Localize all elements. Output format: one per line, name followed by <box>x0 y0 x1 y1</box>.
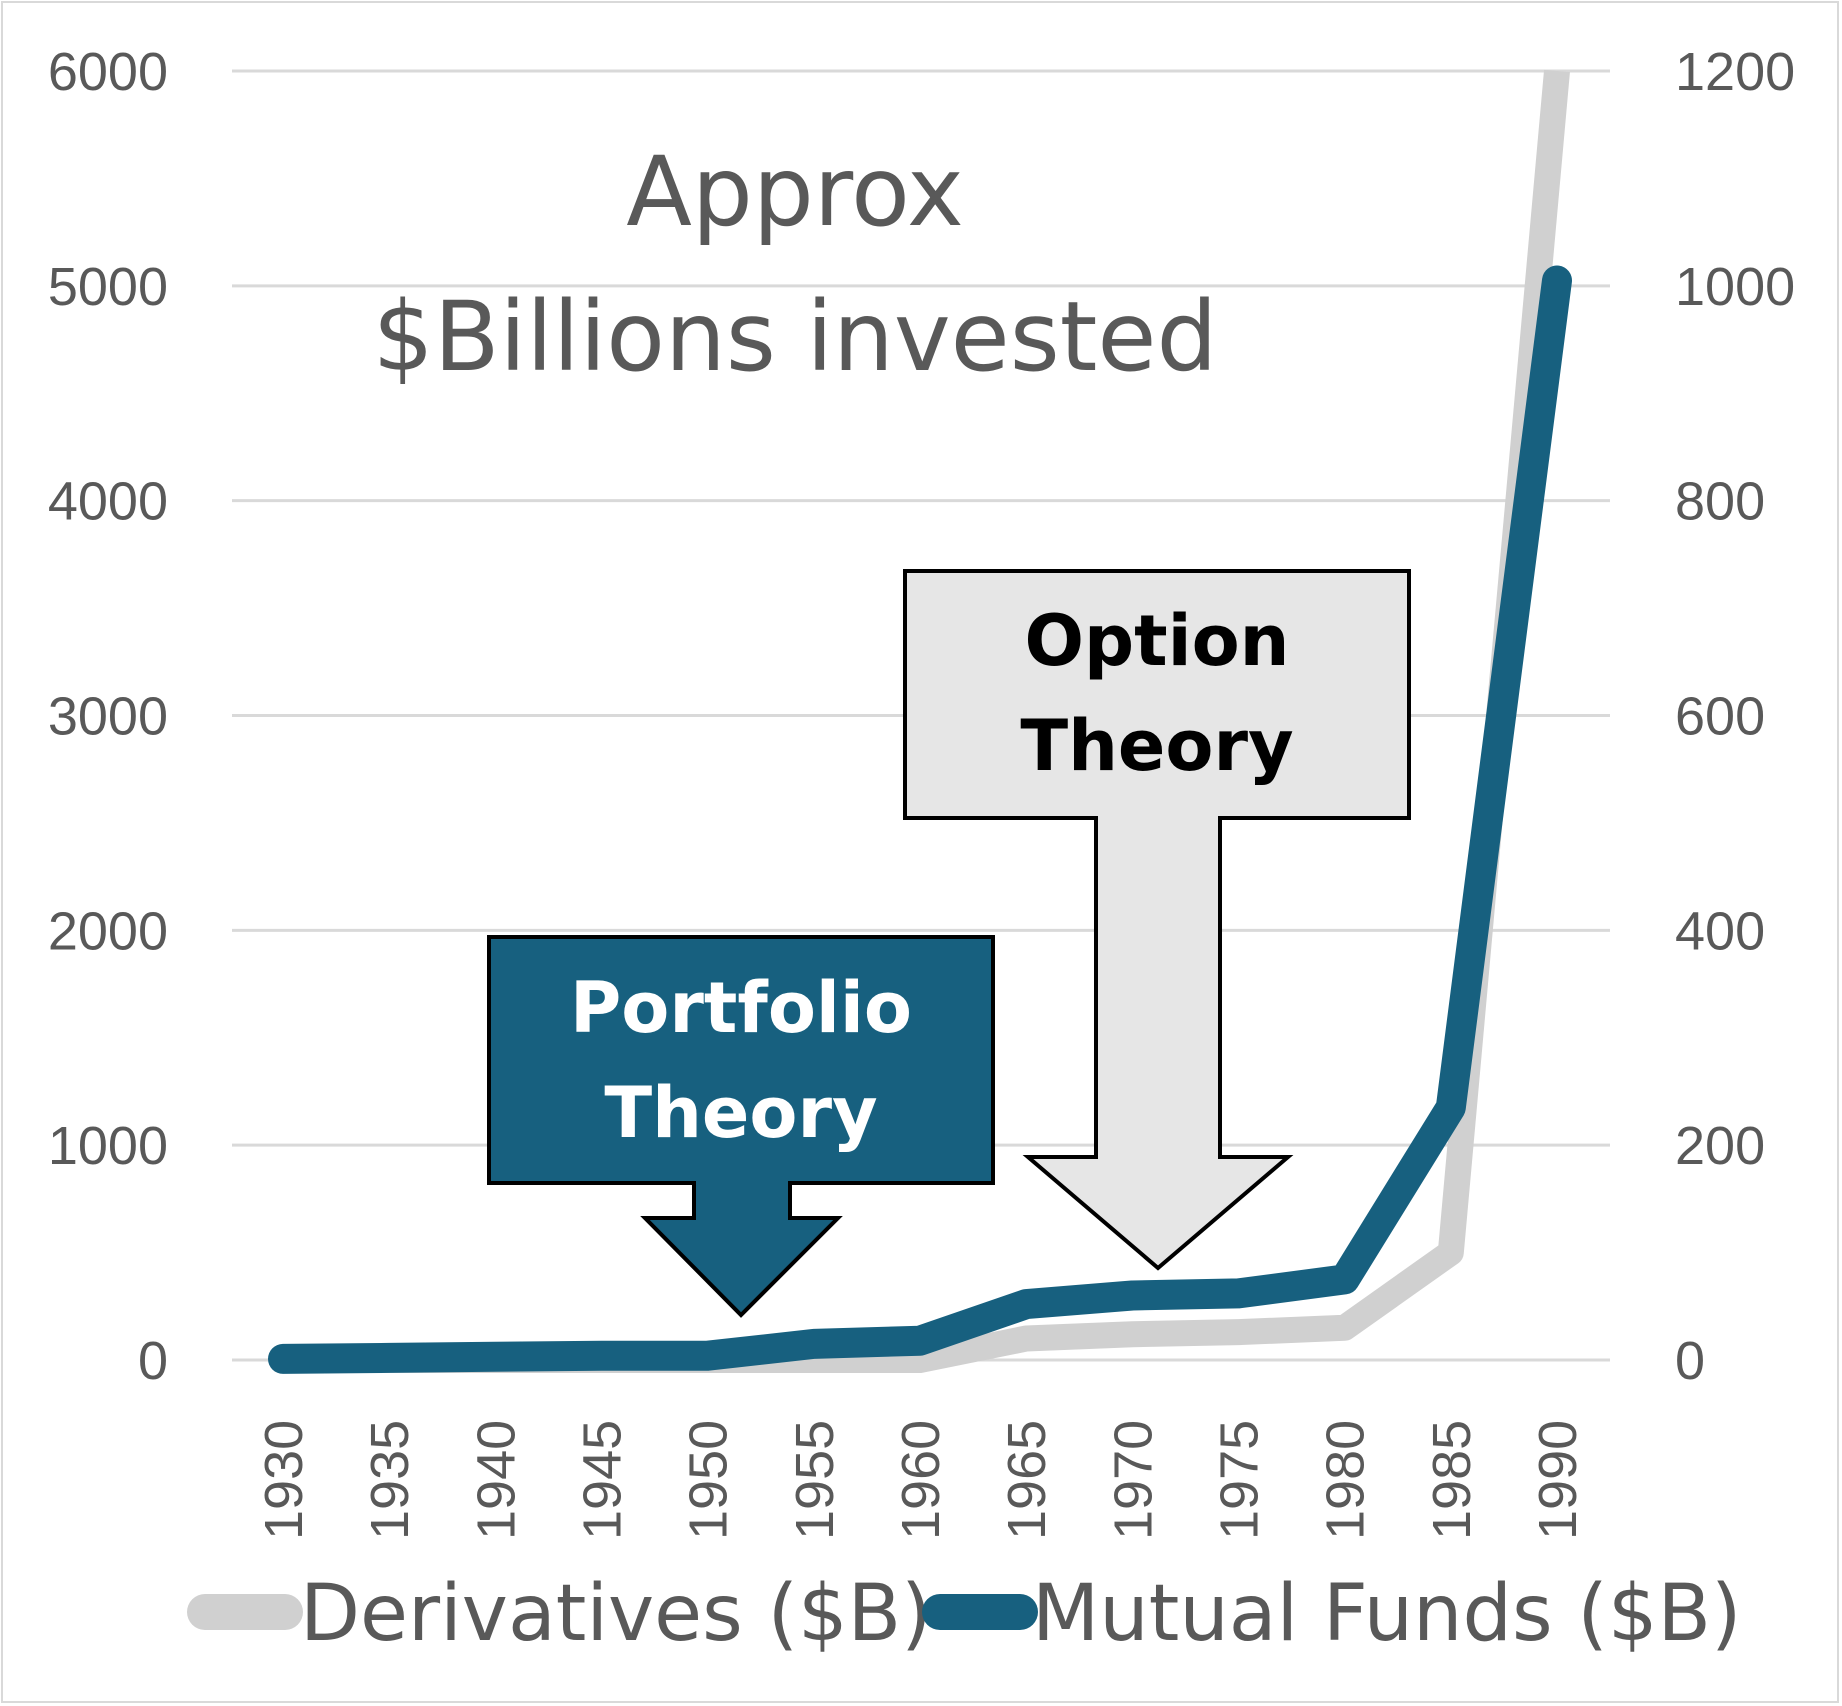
x-tick-label: 1970 <box>1103 1420 1163 1540</box>
x-tick-label: 1945 <box>573 1420 633 1540</box>
series-lines <box>268 69 1572 1374</box>
y-left-tick-label: 0 <box>138 1331 168 1391</box>
portfolio-theory-arrow-shape <box>487 935 995 1318</box>
series-line-mutual-funds <box>268 265 1572 1374</box>
legend: Derivatives ($B) Mutual Funds ($B) <box>187 1569 1741 1659</box>
chart-title: Approx $Billions invested <box>373 136 1218 393</box>
y-left-tick-label: 1000 <box>48 1116 168 1176</box>
y-right-tick-label: 200 <box>1675 1116 1765 1176</box>
portfolio-theory-label-2: Theory <box>604 1072 877 1154</box>
x-tick-label: 1935 <box>360 1420 420 1540</box>
x-tick-label: 1985 <box>1422 1420 1482 1540</box>
x-axis: 1930 1935 1940 1945 1950 1955 1960 1965 1970 1975… <box>254 1420 1588 1540</box>
portfolio-theory-label-1: Portfolio <box>570 967 912 1049</box>
y-left-tick-label: 4000 <box>48 472 168 532</box>
legend-label-mutual-funds: Mutual Funds ($B) <box>1032 1569 1741 1659</box>
y-left-tick-label: 3000 <box>48 687 168 747</box>
option-theory-label-1: Option <box>1025 600 1290 682</box>
x-tick-label: 1965 <box>997 1420 1057 1540</box>
y-right-tick-label: 1200 <box>1675 42 1795 102</box>
option-theory-arrow-shape <box>903 569 1411 1271</box>
y-axis-left: 0 1000 2000 3000 4000 5000 6000 <box>48 42 168 1391</box>
x-tick-label: 1955 <box>785 1420 845 1540</box>
y-right-tick-label: 400 <box>1675 901 1765 961</box>
y-right-tick-label: 600 <box>1675 687 1765 747</box>
y-left-tick-label: 6000 <box>48 42 168 102</box>
portfolio-theory-callout: Portfolio Theory <box>487 935 995 1318</box>
y-right-tick-label: 1000 <box>1675 257 1795 317</box>
legend-label-derivatives: Derivatives ($B) <box>300 1569 932 1659</box>
y-left-tick-label: 2000 <box>48 901 168 961</box>
y-right-tick-label: 800 <box>1675 472 1765 532</box>
y-right-tick-label: 0 <box>1675 1331 1705 1391</box>
x-tick-label: 1930 <box>254 1420 314 1540</box>
y-left-tick-label: 5000 <box>48 257 168 317</box>
y-axis-right: 0 200 400 600 800 1000 1200 <box>1675 42 1795 1391</box>
x-tick-label: 1990 <box>1528 1420 1588 1540</box>
x-tick-label: 1980 <box>1316 1420 1376 1540</box>
option-theory-label-2: Theory <box>1020 705 1293 787</box>
chart-title-line-2: $Billions invested <box>373 281 1218 393</box>
chart-title-line-1: Approx <box>626 136 964 248</box>
x-tick-label: 1975 <box>1210 1420 1270 1540</box>
x-tick-label: 1960 <box>891 1420 951 1540</box>
x-tick-label: 1940 <box>466 1420 526 1540</box>
option-theory-callout: Option Theory <box>903 569 1411 1271</box>
x-tick-label: 1950 <box>679 1420 739 1540</box>
